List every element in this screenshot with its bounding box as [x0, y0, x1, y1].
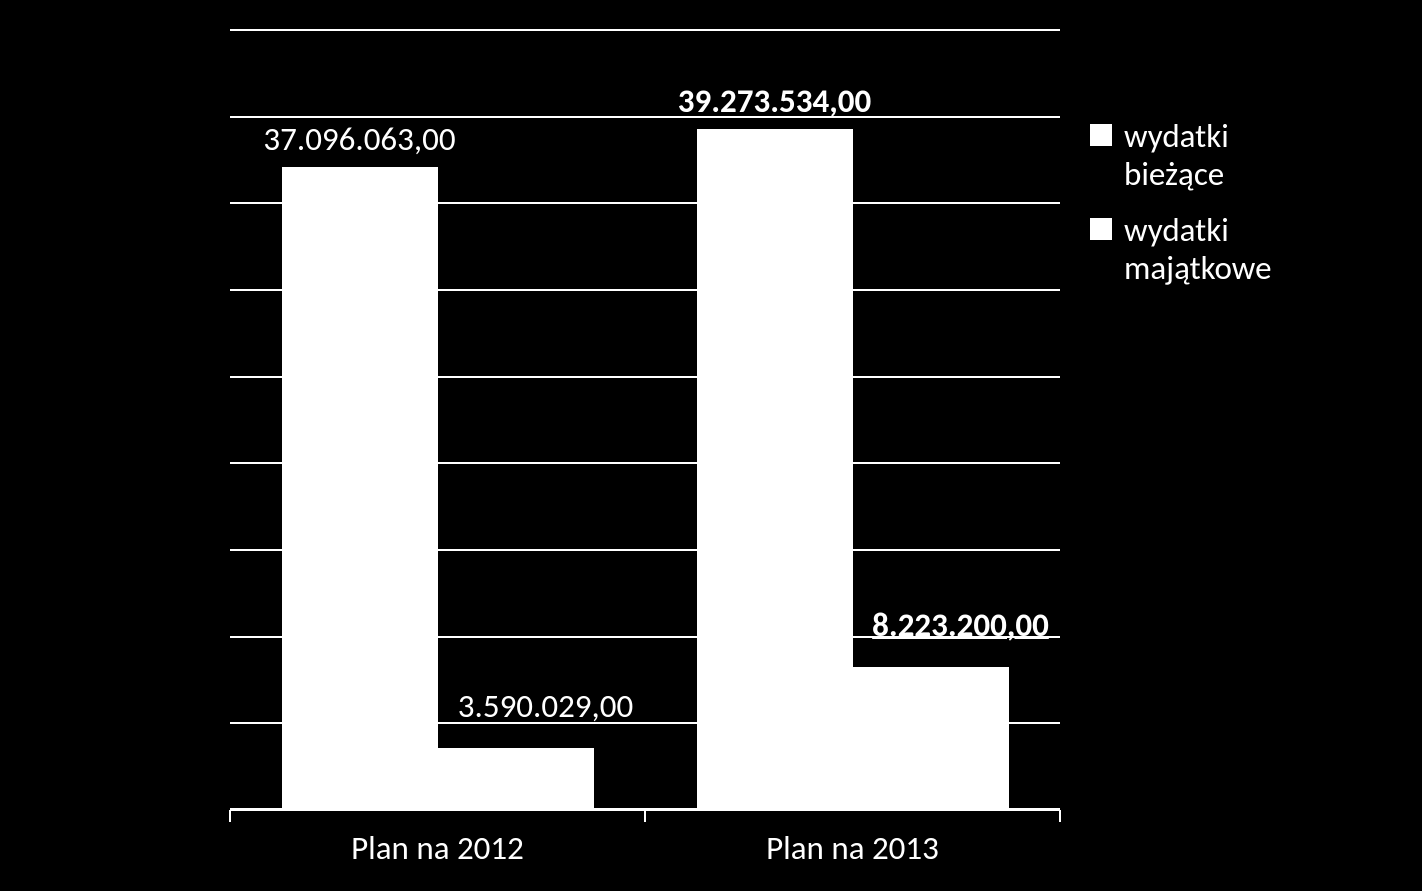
data-label: 8.223.200,00 [831, 605, 1091, 645]
legend-label-line: wydatki [1124, 118, 1229, 156]
legend-item: wydatkimajątkowe [1090, 212, 1272, 288]
x-axis-tick [1059, 810, 1061, 822]
bar-biezace [282, 167, 438, 810]
bar-biezace [697, 129, 853, 810]
x-axis-category-label: Plan na 2012 [258, 828, 618, 868]
grid-line [230, 29, 1060, 31]
legend-label: wydatkibieżące [1124, 118, 1229, 194]
legend-label-line: bieżące [1124, 156, 1229, 194]
x-axis-tick [229, 810, 231, 822]
legend-swatch-icon [1090, 124, 1112, 146]
x-axis-category-label: Plan na 2013 [673, 828, 1033, 868]
bar-majatkowe [438, 748, 594, 810]
x-axis-tick [644, 810, 646, 822]
plot-area: 37.096.063,003.590.029,0039.273.534,008.… [230, 30, 1060, 810]
legend-label-line: majątkowe [1124, 250, 1272, 288]
data-label: 39.273.534,00 [645, 81, 905, 121]
data-label: 37.096.063,00 [230, 119, 490, 159]
legend-swatch-icon [1090, 218, 1112, 240]
legend-item: wydatkibieżące [1090, 118, 1272, 194]
legend-label: wydatkimajątkowe [1124, 212, 1272, 288]
legend: wydatkibieżącewydatkimajątkowe [1090, 118, 1272, 306]
bar-chart: 37.096.063,00 3.590.029,00 39.273.534,00 8.… [0, 0, 1422, 891]
bar-majatkowe [853, 667, 1009, 810]
legend-label-line: wydatki [1124, 212, 1272, 250]
data-label: 3.590.029,00 [416, 686, 676, 726]
